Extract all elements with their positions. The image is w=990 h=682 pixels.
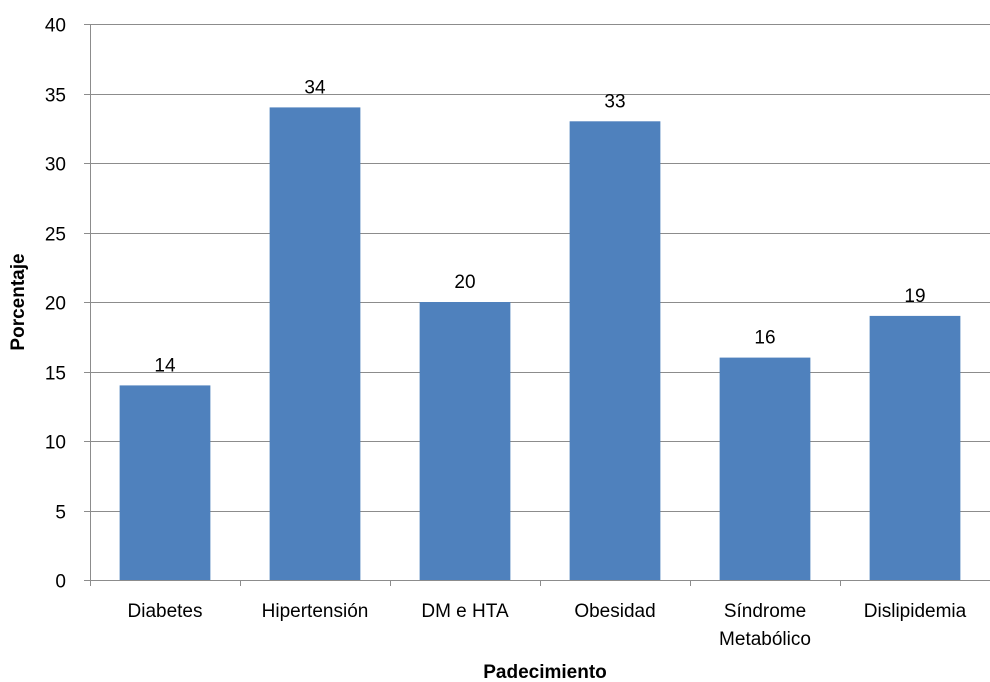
bar <box>869 315 961 580</box>
x-axis-title: Padecimiento <box>483 662 607 682</box>
bar <box>419 302 511 580</box>
y-axis-title: Porcentaje <box>8 253 29 350</box>
x-tick-label: Síndrome Metabólico <box>719 601 811 650</box>
x-tick-label: Obesidad <box>574 601 655 622</box>
x-tick-label: Diabetes <box>128 601 203 622</box>
x-tick-label: Hipertensión <box>262 601 369 622</box>
bar <box>719 357 811 580</box>
x-axis-ticks: Diabetes Hipertensión DM e HTA Obesidad Sínd… <box>90 580 967 650</box>
bars <box>119 107 961 581</box>
y-tick-label: 40 <box>45 16 66 37</box>
data-label: 20 <box>454 272 475 293</box>
y-tick-label: 20 <box>45 294 66 315</box>
y-tick-label: 0 <box>55 572 66 593</box>
data-labels: 14 34 20 33 16 19 <box>154 77 925 376</box>
bar <box>269 107 361 581</box>
y-axis-ticks: 0 5 10 15 20 25 30 35 40 <box>45 16 90 593</box>
data-label: 34 <box>304 77 326 98</box>
x-tick-label: Dislipidemia <box>864 601 967 622</box>
data-label: 14 <box>154 355 176 376</box>
y-tick-label: 10 <box>45 433 66 454</box>
data-label: 33 <box>604 91 625 112</box>
y-tick-label: 15 <box>45 364 66 385</box>
bar <box>569 121 661 581</box>
data-label: 19 <box>904 286 925 307</box>
bar <box>119 385 211 580</box>
y-tick-label: 5 <box>55 503 66 524</box>
x-tick-label: DM e HTA <box>421 601 509 622</box>
gridlines <box>90 24 990 581</box>
y-tick-label: 35 <box>45 86 66 107</box>
data-label: 16 <box>754 328 775 349</box>
y-tick-label: 30 <box>45 155 66 176</box>
y-tick-label: 25 <box>45 225 66 246</box>
